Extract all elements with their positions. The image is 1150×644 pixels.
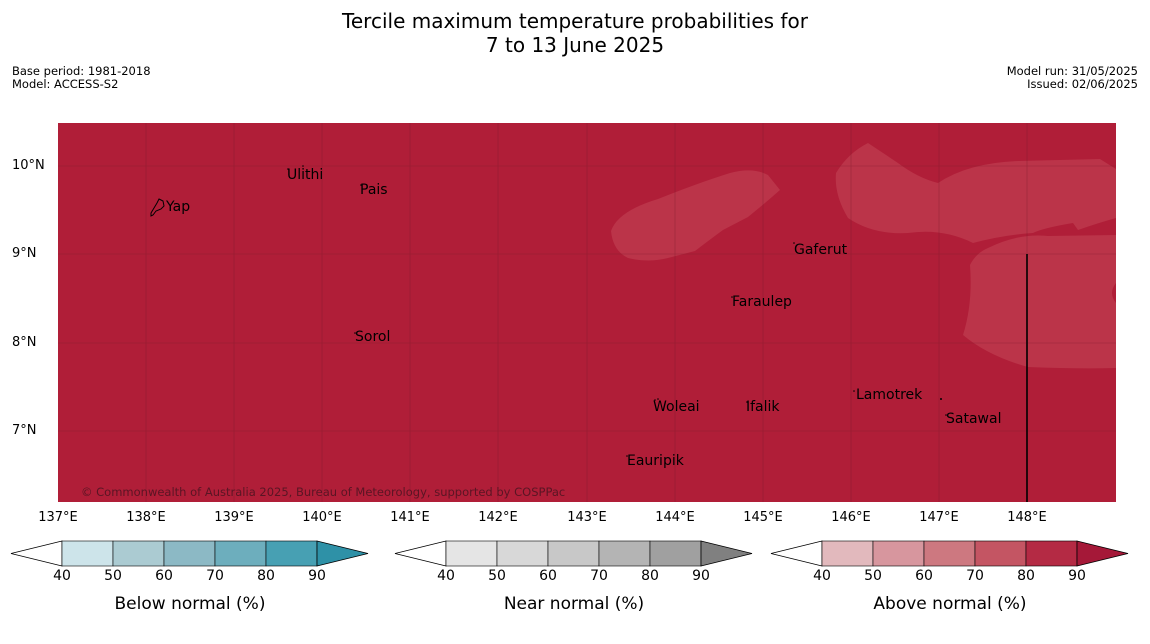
- colorbar-above-normal: [770, 540, 1129, 567]
- near-tick-90: 90: [692, 568, 710, 584]
- island-dots: [287, 165, 947, 457]
- model-run: Model run: 31/05/2025: [1006, 64, 1138, 78]
- above-bin-lt40: [770, 540, 823, 567]
- above-bin-70-80: [974, 540, 1027, 567]
- above-bin-80-90: [1025, 540, 1078, 567]
- near-tick-40: 40: [437, 568, 455, 584]
- below-normal-label: Below normal (%): [114, 594, 266, 614]
- place-label-ulithi: Ulithi: [287, 167, 324, 183]
- near-bin-80-90: [649, 540, 702, 567]
- above-bin-gt90: [1076, 540, 1129, 567]
- place-label-yap: Yap: [166, 199, 191, 215]
- near-tick-50: 50: [488, 568, 506, 584]
- map-panel[interactable]: Yap Ulithi Pais Gaferut Faraulep Sorol L…: [58, 123, 1116, 502]
- above-normal-label: Above normal (%): [873, 594, 1027, 614]
- title-line-2: 7 to 13 June 2025: [485, 33, 665, 57]
- below-bin-lt40: [10, 540, 63, 567]
- lon-label-143e: 143°E: [567, 510, 607, 525]
- lon-label-142e: 142°E: [478, 510, 518, 525]
- lon-label-141e: 141°E: [390, 510, 430, 525]
- lon-label-148e: 148°E: [1007, 510, 1047, 525]
- above-tick-90: 90: [1068, 568, 1086, 584]
- below-tick-90: 90: [308, 568, 326, 584]
- issued-date: Issued: 02/06/2025: [1027, 77, 1138, 91]
- lon-label-140e: 140°E: [302, 510, 342, 525]
- below-bin-80-90: [265, 540, 318, 567]
- title-line-1: Tercile maximum temperature probabilitie…: [342, 9, 808, 33]
- colorbar-near-normal: [394, 540, 753, 567]
- meta-left: Base period: 1981-2018 Model: ACCESS-S2: [12, 65, 151, 91]
- place-label-satawal: Satawal: [946, 411, 1002, 427]
- lon-label-145e: 145°E: [743, 510, 783, 525]
- above-normal-80-region-southeast: [963, 235, 1116, 369]
- place-label-woleai: Woleai: [653, 399, 700, 415]
- lat-label-8n: 8°N: [12, 335, 37, 350]
- near-bin-60-70: [547, 540, 600, 567]
- lon-label-144e: 144°E: [655, 510, 695, 525]
- colorbar-below-normal: [10, 540, 369, 567]
- above-tick-50: 50: [864, 568, 882, 584]
- place-label-faraulep: Faraulep: [732, 294, 792, 310]
- below-bin-gt90: [316, 540, 369, 567]
- yap-island-shape: [150, 198, 165, 217]
- above-normal-80-region-west: [611, 170, 780, 261]
- lon-label-137e: 137°E: [38, 510, 78, 525]
- below-tick-60: 60: [155, 568, 173, 584]
- below-bin-50-60: [112, 540, 165, 567]
- place-label-eauripik: Eauripik: [627, 453, 684, 469]
- below-tick-40: 40: [53, 568, 71, 584]
- lon-label-138e: 138°E: [126, 510, 166, 525]
- place-label-lamotrek: Lamotrek: [856, 387, 923, 403]
- near-tick-80: 80: [641, 568, 659, 584]
- near-bin-50-60: [496, 540, 549, 567]
- below-tick-70: 70: [206, 568, 224, 584]
- above-bin-50-60: [872, 540, 925, 567]
- above-tick-80: 80: [1017, 568, 1035, 584]
- above-tick-40: 40: [813, 568, 831, 584]
- above-tick-70: 70: [966, 568, 984, 584]
- lat-label-7n: 7°N: [12, 423, 37, 438]
- map-svg: [58, 123, 1116, 502]
- meta-right: Model run: 31/05/2025 Issued: 02/06/2025: [1007, 65, 1138, 91]
- near-bin-40-50: [445, 540, 498, 567]
- near-tick-70: 70: [590, 568, 608, 584]
- near-bin-70-80: [598, 540, 651, 567]
- near-bin-lt40: [394, 540, 447, 567]
- below-bin-40-50: [61, 540, 114, 567]
- lon-label-139e: 139°E: [214, 510, 254, 525]
- lat-label-10n: 10°N: [12, 158, 45, 173]
- below-bin-60-70: [163, 540, 216, 567]
- graticule: [58, 123, 1116, 502]
- base-period: Base period: 1981-2018: [12, 64, 151, 78]
- lon-label-147e: 147°E: [919, 510, 959, 525]
- above-normal-80-region-east: [835, 143, 1116, 243]
- above-bin-60-70: [923, 540, 976, 567]
- place-label-ifalik: Ifalik: [746, 399, 780, 415]
- above-tick-60: 60: [915, 568, 933, 584]
- model-name: Model: ACCESS-S2: [12, 77, 119, 91]
- below-tick-50: 50: [104, 568, 122, 584]
- lon-label-146e: 146°E: [831, 510, 871, 525]
- lat-label-9n: 9°N: [12, 246, 37, 261]
- place-label-pais: Pais: [360, 182, 388, 198]
- below-bin-70-80: [214, 540, 267, 567]
- copyright-notice: © Commonwealth of Australia 2025, Bureau…: [81, 485, 566, 499]
- near-normal-label: Near normal (%): [503, 594, 645, 614]
- near-tick-60: 60: [539, 568, 557, 584]
- place-label-sorol: Sorol: [355, 329, 391, 345]
- above-bin-40-50: [821, 540, 874, 567]
- below-tick-80: 80: [257, 568, 275, 584]
- place-label-gaferut: Gaferut: [794, 242, 848, 258]
- near-bin-gt90: [700, 540, 753, 567]
